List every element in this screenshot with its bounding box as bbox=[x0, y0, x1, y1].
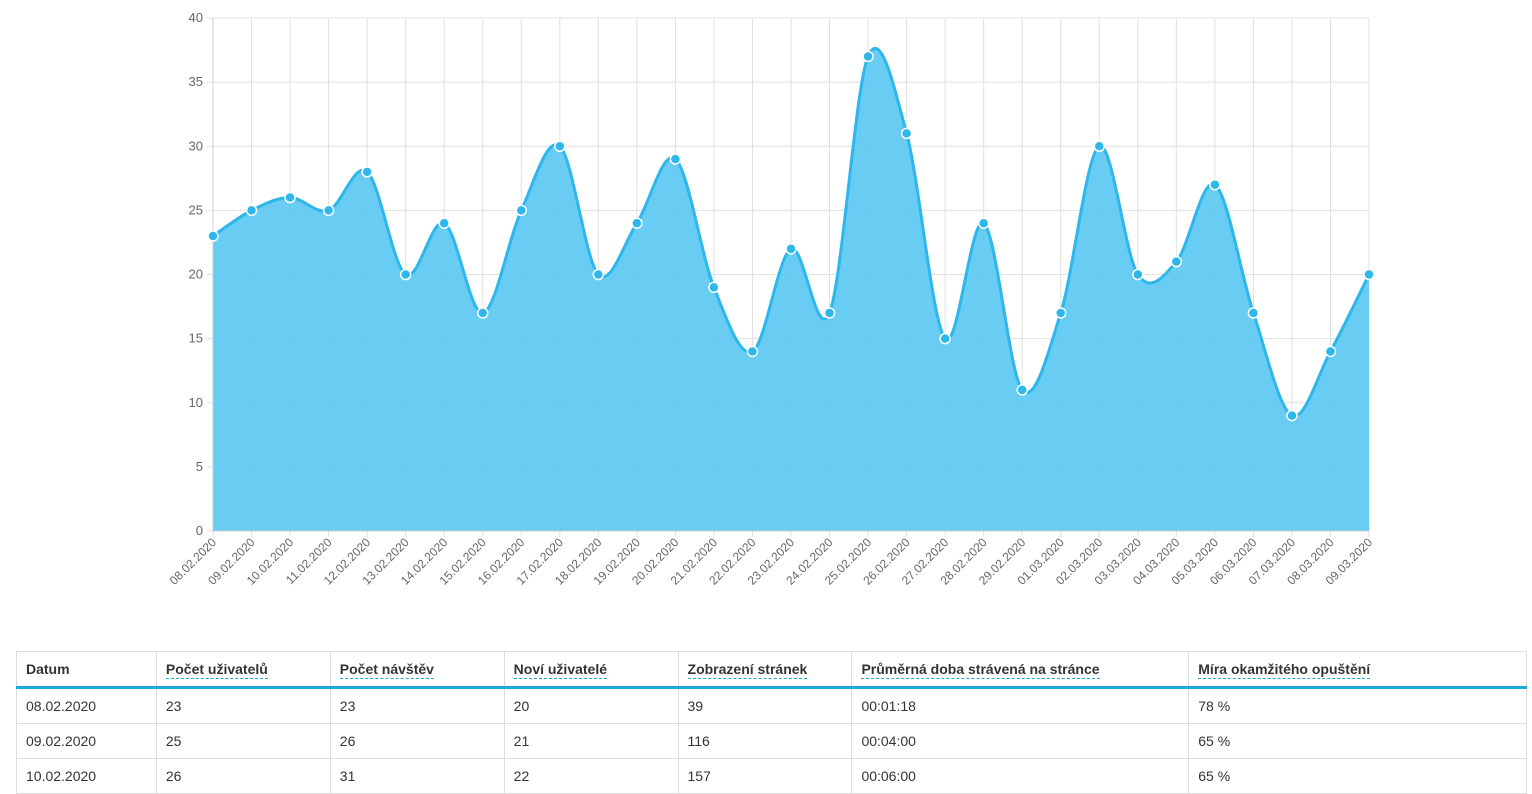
y-tick-label: 40 bbox=[189, 10, 203, 25]
y-tick-label: 10 bbox=[189, 395, 203, 410]
stats-table: Datum Počet uživatelů Počet návštěv Noví… bbox=[16, 651, 1527, 794]
data-point bbox=[207, 230, 219, 242]
table-cell: 31 bbox=[329, 758, 505, 794]
table-row: 09.02.2020 25 26 21 116 00:04:00 65 % bbox=[16, 723, 1527, 759]
header-novi-uzivatele[interactable]: Noví uživatelé bbox=[503, 651, 679, 689]
data-point bbox=[746, 345, 759, 358]
data-point bbox=[1093, 140, 1106, 152]
table-header-row: Datum Počet uživatelů Počet návštěv Noví… bbox=[16, 651, 1527, 689]
data-point bbox=[361, 166, 373, 178]
data-point bbox=[515, 204, 528, 217]
table-row: 08.02.2020 23 23 20 39 00:01:18 78 % bbox=[16, 687, 1527, 724]
data-point bbox=[438, 217, 450, 229]
header-pocet-navstev[interactable]: Počet návštěv bbox=[329, 651, 505, 689]
table-cell: 65 % bbox=[1188, 723, 1527, 759]
data-point bbox=[1016, 384, 1028, 396]
data-point bbox=[1170, 255, 1183, 268]
area-chart-svg: 051015202530354008.02.202009.02.202010.0… bbox=[167, 10, 1376, 588]
table-cell: 00:06:00 bbox=[851, 758, 1190, 794]
data-point bbox=[708, 281, 720, 294]
data-point bbox=[322, 204, 335, 217]
table-row: 10.02.2020 26 31 22 157 00:06:00 65 % bbox=[16, 758, 1527, 794]
table-cell: 23 bbox=[329, 687, 505, 724]
header-mira-opusteni[interactable]: Míra okamžitého opuštění bbox=[1188, 651, 1527, 689]
data-point bbox=[977, 217, 990, 229]
data-point bbox=[399, 268, 412, 281]
y-tick-label: 25 bbox=[189, 202, 203, 217]
table-cell: 157 bbox=[677, 758, 853, 794]
data-point bbox=[669, 153, 682, 165]
table-cell: 09.02.2020 bbox=[16, 723, 157, 759]
data-point bbox=[284, 191, 296, 204]
data-point bbox=[862, 50, 874, 63]
data-point bbox=[554, 140, 566, 152]
data-point bbox=[939, 332, 951, 345]
data-point bbox=[1247, 307, 1260, 319]
y-tick-label: 20 bbox=[189, 267, 203, 282]
data-point bbox=[1324, 345, 1337, 358]
y-tick-label: 5 bbox=[196, 459, 203, 474]
data-point bbox=[245, 204, 258, 217]
y-tick-label: 15 bbox=[189, 331, 203, 346]
table-cell: 25 bbox=[155, 723, 331, 759]
table-cell: 08.02.2020 bbox=[16, 687, 157, 724]
data-point bbox=[631, 217, 643, 229]
series-area bbox=[213, 48, 1369, 531]
data-point bbox=[1054, 307, 1067, 319]
table-cell: 65 % bbox=[1188, 758, 1527, 794]
table-cell: 21 bbox=[503, 723, 679, 759]
data-point bbox=[785, 243, 797, 255]
table-cell: 10.02.2020 bbox=[16, 758, 157, 794]
table-cell: 26 bbox=[329, 723, 505, 759]
data-point bbox=[823, 307, 836, 319]
header-datum[interactable]: Datum bbox=[16, 651, 157, 689]
data-point bbox=[1286, 409, 1298, 422]
table-cell: 116 bbox=[677, 723, 853, 759]
data-point bbox=[592, 268, 605, 281]
table-cell: 26 bbox=[155, 758, 331, 794]
data-point bbox=[1363, 268, 1375, 281]
y-tick-label: 35 bbox=[189, 74, 203, 89]
table-cell: 39 bbox=[677, 687, 853, 724]
table-cell: 00:04:00 bbox=[851, 723, 1190, 759]
table-cell: 20 bbox=[503, 687, 679, 724]
table-cell: 78 % bbox=[1188, 687, 1527, 724]
header-prumerna-doba[interactable]: Průměrná doba strávená na stránce bbox=[851, 651, 1190, 689]
data-point bbox=[1209, 178, 1221, 191]
table-cell: 23 bbox=[155, 687, 331, 724]
stats-table-container: Datum Počet uživatelů Počet návštěv Noví… bbox=[16, 651, 1527, 794]
header-zobrazeni-stranek[interactable]: Zobrazení stránek bbox=[677, 651, 853, 689]
data-point bbox=[476, 307, 489, 319]
data-point bbox=[900, 127, 913, 140]
header-pocet-uzivatelu[interactable]: Počet uživatelů bbox=[155, 651, 331, 689]
table-cell: 22 bbox=[503, 758, 679, 794]
visits-chart: 0 5 10 15 20 25 30 35 40 08.02.2020 09.02.2020 10.0… bbox=[167, 10, 1376, 588]
y-tick-label: 0 bbox=[196, 523, 203, 538]
table-cell: 00:01:18 bbox=[851, 687, 1190, 724]
y-tick-label: 30 bbox=[189, 138, 203, 153]
data-point bbox=[1132, 268, 1144, 281]
